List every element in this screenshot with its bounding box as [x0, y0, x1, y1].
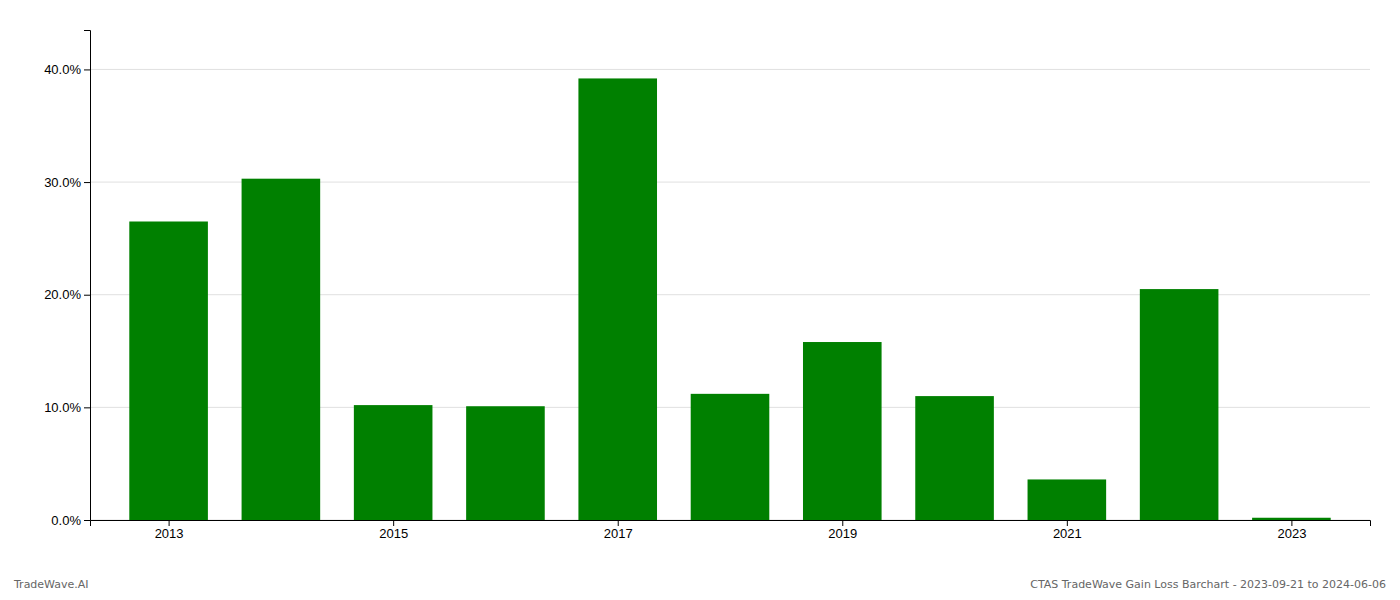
- x-tick-label: 2023: [1277, 526, 1306, 541]
- x-tick-mark: [393, 520, 394, 526]
- bar: [578, 78, 657, 520]
- x-tick: 2023: [1277, 520, 1306, 541]
- y-tick-label: 40.0%: [44, 62, 81, 77]
- y-tick: 20.0%: [44, 287, 90, 302]
- x-tick-label: 2015: [379, 526, 408, 541]
- x-tick-mark: [169, 520, 170, 526]
- bar: [1140, 289, 1219, 520]
- x-tick-mark: [1067, 520, 1068, 526]
- x-tick: 2013: [155, 520, 184, 541]
- plot: 0.0% 10.0% 20.0% 30.0% 40.0% 2013 2015 2017 2019…: [44, 31, 1370, 542]
- y-tick-label: 0.0%: [51, 513, 81, 528]
- bar: [1028, 479, 1107, 520]
- y-tick-label: 10.0%: [44, 400, 81, 415]
- x-tick: 2019: [828, 520, 857, 541]
- bar: [915, 396, 994, 520]
- bar: [1252, 518, 1331, 520]
- grid: [90, 69, 1370, 520]
- x-tick-label: 2019: [828, 526, 857, 541]
- bar: [803, 342, 882, 520]
- x-axis: 2013 2015 2017 2019 2021 2023: [91, 520, 1371, 541]
- y-tick-mark: [84, 520, 90, 521]
- annotation: CTAS TradeWave Gain Loss Barchart - 2023…: [1030, 578, 1386, 591]
- bar: [354, 405, 433, 520]
- y-tick: 10.0%: [44, 400, 90, 415]
- bars: [129, 78, 1330, 520]
- x-tick-mark: [618, 520, 619, 526]
- y-tick: 40.0%: [44, 62, 90, 77]
- x-tick: 2021: [1053, 520, 1082, 541]
- x-tick-mark: [1291, 520, 1292, 526]
- y-tick-mark: [84, 182, 90, 183]
- bar: [691, 394, 770, 520]
- bar: [466, 406, 545, 520]
- y-tick: 0.0%: [51, 513, 90, 528]
- grid-line: [90, 69, 1370, 70]
- y-tick-mark: [84, 407, 90, 408]
- x-tick-label: 2013: [155, 526, 184, 541]
- bar: [129, 221, 208, 520]
- x-tick: 2015: [379, 520, 408, 541]
- chart: 0.0% 10.0% 20.0% 30.0% 40.0% 2013 2015 2017 2019…: [0, 0, 1400, 600]
- x-tick-mark: [842, 520, 843, 526]
- y-axis: 0.0% 10.0% 20.0% 30.0% 40.0%: [44, 31, 90, 528]
- y-tick: 30.0%: [44, 175, 90, 190]
- x-tick: 2017: [604, 520, 633, 541]
- y-axis-line: [84, 31, 91, 521]
- bar: [242, 179, 321, 520]
- x-tick-label: 2021: [1053, 526, 1082, 541]
- x-tick-label: 2017: [604, 526, 633, 541]
- y-tick-label: 30.0%: [44, 175, 81, 190]
- y-tick-label: 20.0%: [44, 287, 81, 302]
- y-tick-mark: [84, 69, 90, 70]
- x-axis-line: [91, 521, 1371, 527]
- y-tick-mark: [84, 295, 90, 296]
- annotation: TradeWave.AI: [13, 578, 89, 591]
